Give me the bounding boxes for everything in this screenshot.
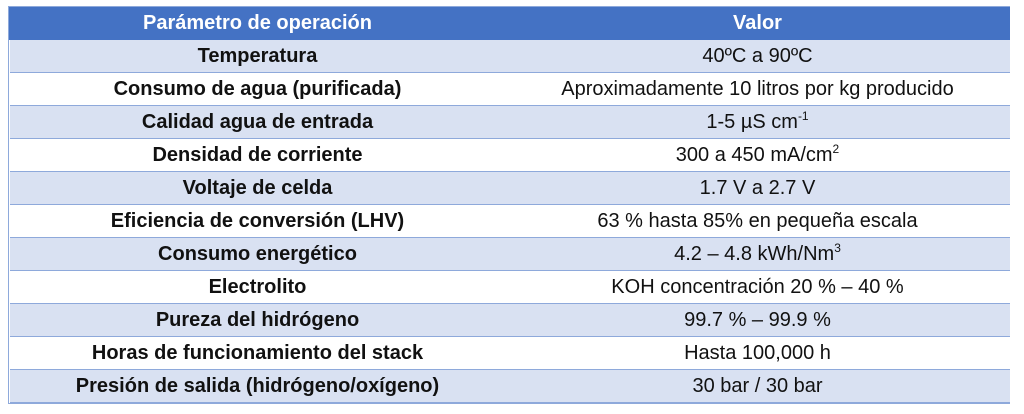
value-text: 1-5 µS cm — [706, 110, 798, 133]
parameter-cell: Consumo energético — [9, 237, 506, 271]
value-text: 30 bar / 30 bar — [692, 374, 823, 397]
parameter-cell: Densidad de corriente — [9, 138, 506, 172]
value-text: Hasta 100,000 h — [684, 341, 831, 364]
table-row: Consumo energético 4.2 – 4.8 kWh/Nm3 — [9, 237, 1010, 271]
value-cell: 1-5 µS cm-1 — [505, 105, 1010, 139]
value-text: 300 a 450 mA/cm — [675, 143, 833, 166]
value-superscript: 2 — [832, 141, 840, 156]
operation-parameters-table: Parámetro de operación Valor Temperatura… — [8, 6, 1010, 404]
column-header-value: Valor — [505, 7, 1010, 40]
value-superscript: -1 — [797, 108, 809, 123]
header-row: Parámetro de operación Valor — [9, 7, 1010, 40]
table-row: Eficiencia de conversión (LHV) 63 % hast… — [9, 204, 1010, 238]
parameter-cell: Temperatura — [9, 39, 506, 73]
table-row: Temperatura 40ºC a 90ºC — [9, 39, 1010, 73]
table-body: Temperatura 40ºC a 90ºC Consumo de agua … — [9, 39, 1010, 403]
parameter-cell: Electrolito — [9, 270, 506, 304]
table-row: Consumo de agua (purificada) Aproximadam… — [9, 72, 1010, 106]
table-row: Horas de funcionamiento del stack Hasta … — [9, 336, 1010, 370]
value-cell: Aproximadamente 10 litros por kg produci… — [505, 72, 1010, 106]
data-table: Parámetro de operación Valor Temperatura… — [9, 7, 1010, 403]
parameter-cell: Eficiencia de conversión (LHV) — [9, 204, 506, 238]
table-row: Densidad de corriente 300 a 450 mA/cm2 — [9, 138, 1010, 172]
parameter-cell: Consumo de agua (purificada) — [9, 72, 506, 106]
value-text: 40ºC a 90ºC — [702, 44, 813, 67]
value-cell: 99.7 % – 99.9 % — [505, 303, 1010, 337]
value-text: KOH concentración 20 % – 40 % — [611, 275, 904, 298]
value-text: Aproximadamente 10 litros por kg produci… — [561, 77, 954, 100]
value-cell: Hasta 100,000 h — [505, 336, 1010, 370]
parameter-cell: Presión de salida (hidrógeno/oxígeno) — [9, 369, 506, 403]
value-superscript: 3 — [834, 240, 841, 255]
column-header-parameter: Parámetro de operación — [9, 7, 506, 40]
value-cell: 300 a 450 mA/cm2 — [505, 138, 1010, 172]
value-cell: KOH concentración 20 % – 40 % — [505, 270, 1010, 304]
table-row: Calidad agua de entrada 1-5 µS cm-1 — [9, 105, 1010, 139]
value-cell: 4.2 – 4.8 kWh/Nm3 — [505, 237, 1010, 271]
value-cell: 30 bar / 30 bar — [505, 369, 1010, 403]
parameter-cell: Pureza del hidrógeno — [9, 303, 506, 337]
table-row: Presión de salida (hidrógeno/oxígeno) 30… — [9, 369, 1010, 403]
value-cell: 40ºC a 90ºC — [505, 39, 1010, 73]
value-text: 4.2 – 4.8 kWh/Nm — [674, 242, 835, 265]
table-header: Parámetro de operación Valor — [9, 7, 1010, 40]
table-row: Pureza del hidrógeno 99.7 % – 99.9 % — [9, 303, 1010, 337]
value-text: 63 % hasta 85% en pequeña escala — [597, 209, 918, 232]
value-text: 1.7 V a 2.7 V — [699, 176, 816, 199]
parameter-cell: Horas de funcionamiento del stack — [9, 336, 506, 370]
value-text: 99.7 % – 99.9 % — [684, 308, 831, 331]
value-cell: 63 % hasta 85% en pequeña escala — [505, 204, 1010, 238]
table-row: Electrolito KOH concentración 20 % – 40 … — [9, 270, 1010, 304]
value-cell: 1.7 V a 2.7 V — [505, 171, 1010, 205]
table-row: Voltaje de celda 1.7 V a 2.7 V — [9, 171, 1010, 205]
parameter-cell: Voltaje de celda — [9, 171, 506, 205]
parameter-cell: Calidad agua de entrada — [9, 105, 506, 139]
